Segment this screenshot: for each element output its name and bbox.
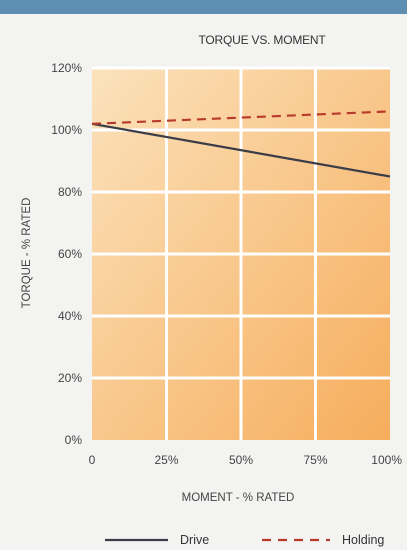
y-tick-label: 60% [58, 247, 82, 261]
x-tick-label: 25% [154, 453, 178, 467]
y-axis-label: TORQUE - % RATED [21, 198, 33, 309]
series-line-drive [91, 122, 391, 178]
x-tick-label: 50% [229, 453, 253, 467]
y-tick-labels: 0% 20% 40% 60% 80% 100% 120% [51, 61, 82, 447]
series-lines [91, 110, 391, 178]
legend-label-drive: Drive [180, 533, 209, 547]
x-axis-label: MOMENT - % RATED [182, 492, 295, 504]
y-tick-label: 0% [65, 433, 83, 447]
series-line-holding [91, 110, 391, 125]
x-tick-label: 75% [303, 453, 327, 467]
y-tick-label: 20% [58, 371, 82, 385]
y-tick-label: 120% [51, 61, 82, 75]
y-tick-label: 100% [51, 123, 82, 137]
legend-label-holding: Holding [342, 533, 384, 547]
legend: Drive Holding [105, 533, 384, 547]
y-tick-label: 80% [58, 185, 82, 199]
x-tick-label: 100% [371, 453, 402, 467]
header-band [0, 0, 407, 14]
x-tick-labels: 0 25% 50% 75% 100% [89, 453, 403, 467]
y-tick-label: 40% [58, 309, 82, 323]
x-tick-label: 0 [89, 453, 96, 467]
grid [92, 66, 390, 440]
chart-title: TORQUE VS. MOMENT [198, 33, 326, 47]
